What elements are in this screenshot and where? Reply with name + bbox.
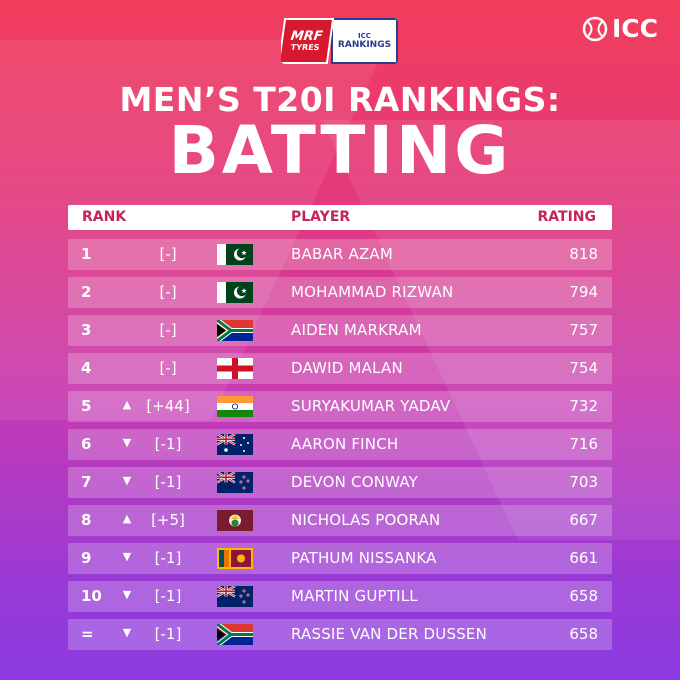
rating-value: 667 (569, 511, 598, 529)
player-name: MARTIN GUPTILL (291, 587, 418, 605)
rating-value: 732 (569, 397, 598, 415)
england-flag-icon (217, 358, 253, 379)
rank-change: [-1] (154, 473, 182, 491)
south-africa-flag-icon (217, 320, 253, 341)
rank-cell: 2 (81, 283, 92, 301)
down-arrow-icon: ▼ (122, 550, 132, 563)
rating-value: 716 (569, 435, 598, 453)
table-row: = ▼ [-1] RASSIE VAN DER DUSSEN 658 (68, 619, 612, 650)
rating-value: 794 (569, 283, 598, 301)
rank-cell: 4 (81, 359, 92, 377)
rank-cell: 3 (81, 321, 92, 339)
player-name: SURYAKUMAR YADAV (291, 397, 451, 415)
table-row: 3 [-] AIDEN MARKRAM 757 (68, 315, 612, 346)
player-name: DAWID MALAN (291, 359, 403, 377)
rank-change: [-1] (154, 587, 182, 605)
rank-cell: 7 (81, 473, 92, 491)
rank-cell: 10 (81, 587, 102, 605)
rank-cell: = (81, 625, 94, 643)
up-arrow-icon: ▲ (122, 512, 132, 525)
rank-change: [+44] (146, 397, 190, 415)
rank-change: [-] (159, 321, 177, 339)
table-header-bar (68, 205, 612, 230)
rank-change: [-] (159, 359, 177, 377)
down-arrow-icon: ▼ (122, 626, 132, 639)
table-row: 1 [-] BABAR AZAM 818 (68, 239, 612, 270)
mrf-logo-subtext: TYRES (290, 43, 321, 52)
rating-value: 661 (569, 549, 598, 567)
cricket-ball-icon (582, 16, 608, 41)
down-arrow-icon: ▼ (122, 436, 132, 449)
table-row: 5 ▲ [+44] SURYAKUMAR YADAV 732 (68, 391, 612, 422)
table-row: 6 ▼ [-1] AARON FINCH 716 (68, 429, 612, 460)
rank-change: [-1] (154, 549, 182, 567)
player-name: BABAR AZAM (291, 245, 394, 263)
table-row: 2 [-] MOHAMMAD RIZWAN 794 (68, 277, 612, 308)
icc-logo-text: ICC (612, 14, 658, 43)
rating-value: 757 (569, 321, 598, 339)
player-name: NICHOLAS POORAN (291, 511, 441, 529)
header-rank: RANK (82, 209, 127, 225)
rank-cell: 8 (81, 511, 92, 529)
table-row: 10 ▼ [-1] MARTIN GUPTILL 658 (68, 581, 612, 612)
table-row: 8 ▲ [+5] NICHOLAS POORAN 667 (68, 505, 612, 536)
new-zealand-flag-icon (217, 472, 253, 493)
rating-value: 754 (569, 359, 598, 377)
table-row: 4 [-] DAWID MALAN 754 (68, 353, 612, 384)
rating-value: 703 (569, 473, 598, 491)
rating-value: 818 (569, 245, 598, 263)
rank-cell: 5 (81, 397, 92, 415)
player-name: DEVON CONWAY (291, 473, 418, 491)
player-name: PATHUM NISSANKA (291, 549, 437, 567)
icc-rankings-logo-text: RANKINGS (337, 40, 392, 50)
down-arrow-icon: ▼ (122, 588, 132, 601)
mrf-logo-text: MRF (289, 29, 324, 44)
rank-change: [+5] (151, 511, 185, 529)
page-subtitle: BATTING (168, 112, 512, 189)
south-africa-flag-icon (217, 624, 253, 645)
table-row: 7 ▼ [-1] DEVON CONWAY 703 (68, 467, 612, 498)
rank-cell: 1 (81, 245, 92, 263)
west-indies-flag-icon (217, 510, 253, 531)
pakistan-flag-icon (217, 282, 253, 303)
pakistan-flag-icon (217, 244, 253, 265)
page-title: MEN’S T20I RANKINGS: (119, 80, 561, 119)
new-zealand-flag-icon (217, 586, 253, 607)
rank-cell: 9 (81, 549, 92, 567)
table-row: 9 ▼ [-1] PATHUM NISSANKA 661 (68, 543, 612, 574)
rank-change: [-1] (154, 625, 182, 643)
india-flag-icon (217, 396, 253, 417)
up-arrow-icon: ▲ (122, 398, 132, 411)
sponsor-logo: MRF TYRES ICC RANKINGS (281, 18, 398, 64)
icc-rankings-logo-top: ICC (358, 32, 371, 40)
header-player: PLAYER (291, 209, 351, 225)
icc-rankings-logo: ICC RANKINGS (331, 18, 398, 64)
sri-lanka-flag-icon (217, 548, 253, 569)
rating-value: 658 (569, 587, 598, 605)
rank-change: [-] (159, 283, 177, 301)
rank-change: [-] (159, 245, 177, 263)
player-name: MOHAMMAD RIZWAN (291, 283, 454, 301)
down-arrow-icon: ▼ (122, 474, 132, 487)
player-name: AIDEN MARKRAM (291, 321, 422, 339)
rating-value: 658 (569, 625, 598, 643)
player-name: AARON FINCH (291, 435, 399, 453)
mrf-tyres-logo: MRF TYRES (281, 18, 335, 64)
australia-flag-icon (217, 434, 253, 455)
rank-change: [-1] (154, 435, 182, 453)
rank-cell: 6 (81, 435, 92, 453)
header-rating: RATING (537, 209, 597, 225)
rankings-table: 1 [-] BABAR AZAM 818 2 [-] MOHAMMAD RIZW… (68, 239, 612, 657)
icc-logo: ICC (582, 14, 658, 43)
player-name: RASSIE VAN DER DUSSEN (291, 625, 488, 643)
